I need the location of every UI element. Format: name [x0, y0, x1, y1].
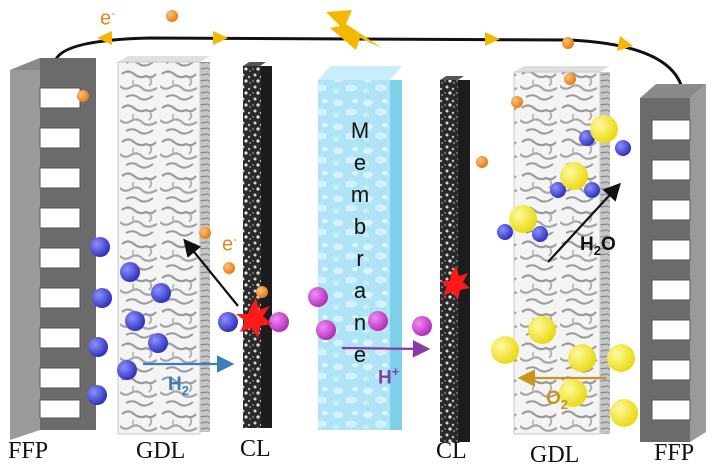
proton — [269, 312, 289, 332]
membrane-letter: n — [353, 310, 367, 335]
proton-flow-arrow — [341, 340, 431, 358]
hydrogen-atom — [148, 333, 168, 353]
proton — [308, 287, 328, 307]
hydrogen-atom — [87, 385, 107, 405]
hydrogen-atom — [125, 311, 145, 331]
electron — [562, 37, 574, 49]
electron-label-mid: e- — [222, 232, 238, 256]
hydrogen-atom — [151, 283, 171, 303]
o2-label: O2 — [546, 388, 569, 412]
electron — [223, 262, 235, 274]
electron — [564, 73, 576, 85]
catalyst-layer-left — [243, 62, 272, 428]
circuit-arrows — [97, 31, 633, 51]
caption-gdl-right: GDL — [530, 442, 580, 468]
membrane-letter: e — [353, 150, 367, 175]
electrons — [77, 10, 576, 298]
membrane-letter: a — [353, 278, 367, 303]
hydrogen-atom — [88, 337, 108, 357]
water-molecule — [497, 205, 548, 242]
electron — [476, 156, 488, 168]
lightning-bolt-icon — [326, 10, 382, 50]
oxygen-atom — [607, 344, 635, 372]
hydrogen-atom — [90, 237, 110, 257]
caption-ffp-left: FFP — [8, 438, 49, 464]
circuit-arrow — [485, 32, 500, 46]
h2o-label: H2O — [580, 234, 616, 258]
water-exit-arrow — [547, 182, 621, 263]
electron-release-arrow — [183, 238, 239, 307]
electron-label-top: e- — [100, 6, 116, 30]
h2-label: H2 — [168, 374, 189, 398]
circuit-arrow — [213, 31, 228, 45]
catalyst-layer-right — [440, 76, 470, 442]
water-molecule — [579, 115, 631, 156]
membrane-letter: m — [350, 182, 370, 207]
hydrogen-atom — [120, 262, 140, 282]
electron — [166, 10, 178, 22]
proton — [316, 320, 336, 340]
flow-field-plate-right — [640, 84, 706, 442]
electron — [256, 286, 268, 298]
oxygen-atom — [528, 316, 556, 344]
electron — [77, 90, 89, 102]
caption-cl-left: CL — [240, 436, 271, 462]
hydrogen-atoms — [87, 237, 238, 405]
proton — [412, 316, 432, 336]
electron — [199, 227, 211, 239]
proton — [368, 311, 388, 331]
oxygen-atoms — [491, 316, 638, 427]
circuit-arrow — [97, 31, 112, 45]
oxygen-atom — [559, 379, 587, 407]
hplus-label: H+ — [378, 364, 400, 389]
electron — [511, 96, 523, 108]
circuit-arrow — [617, 36, 633, 51]
oxygen-atom — [610, 399, 638, 427]
oxygen-atom — [568, 344, 596, 372]
caption-gdl-left: GDL — [136, 438, 186, 464]
hydrogen-atom — [92, 288, 112, 308]
caption-ffp-right: FFP — [654, 440, 695, 466]
hydrogen-atom — [117, 360, 137, 380]
membrane-block — [318, 66, 402, 430]
protons — [269, 287, 432, 340]
oxygen-atom — [491, 336, 519, 364]
water-molecule — [550, 162, 600, 198]
reaction-site-icon — [440, 266, 470, 300]
membrane-letter: M — [350, 118, 370, 143]
caption-cl-right: CL — [436, 438, 467, 464]
membrane-letter: b — [353, 214, 367, 239]
reaction-site-icon — [236, 298, 272, 338]
flow-field-plate-left — [10, 58, 96, 440]
membrane-letter: e — [353, 342, 367, 367]
hydrogen-atom — [218, 312, 238, 332]
membrane-letter: r — [356, 246, 364, 271]
